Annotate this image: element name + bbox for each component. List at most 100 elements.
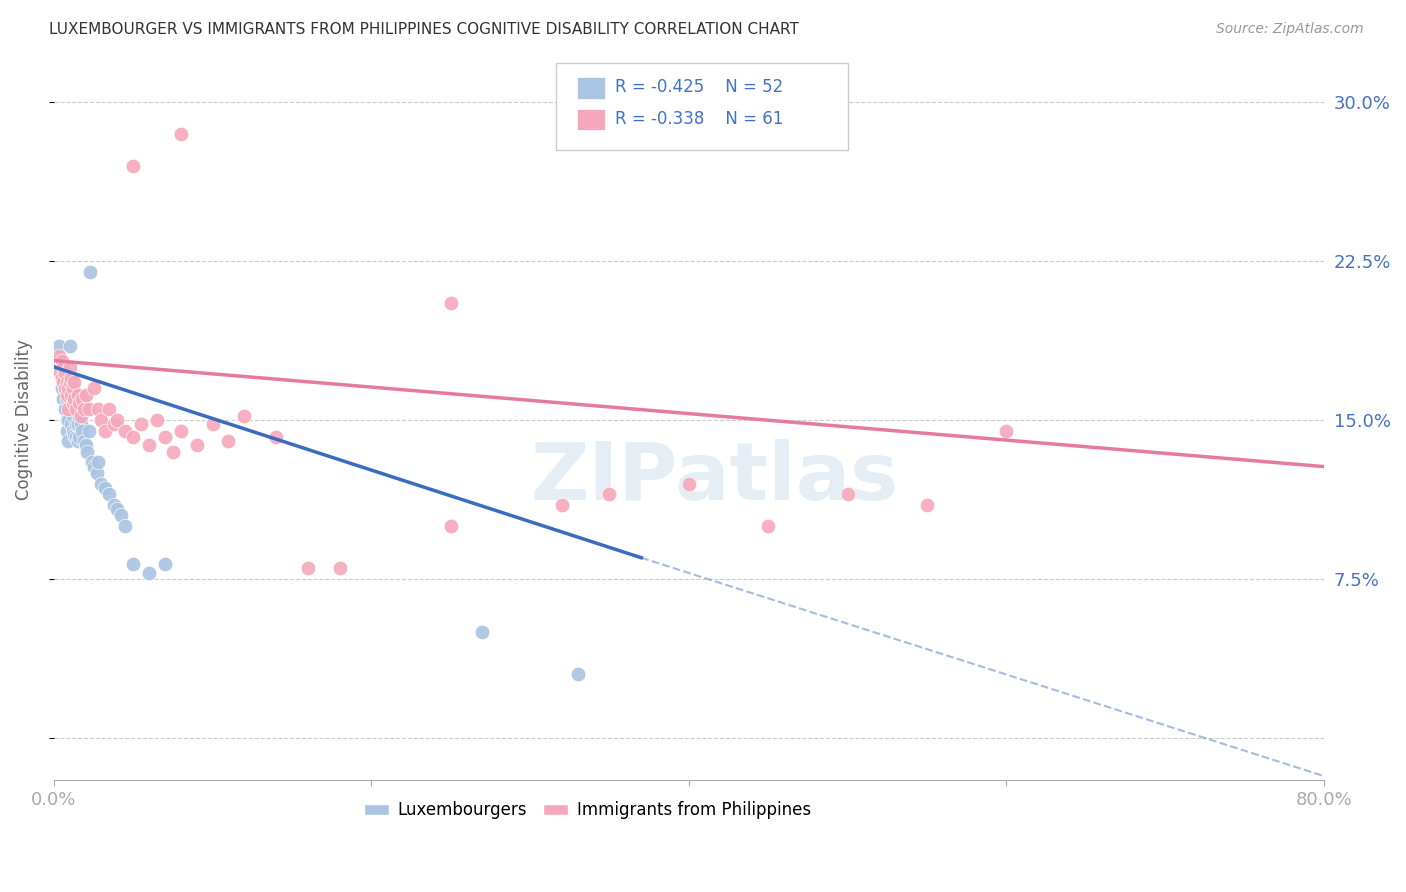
Point — [93, 424, 115, 438]
Point — [65, 417, 87, 432]
Point — [69, 409, 91, 423]
Point — [114, 519, 136, 533]
Point — [60, 370, 83, 384]
Point — [83, 381, 105, 395]
Point — [551, 498, 574, 512]
Point — [53, 402, 76, 417]
Point — [103, 417, 125, 432]
Point — [76, 444, 98, 458]
Point — [98, 402, 121, 417]
FancyBboxPatch shape — [576, 77, 605, 98]
FancyBboxPatch shape — [555, 63, 848, 150]
Point — [122, 557, 145, 571]
Point — [56, 381, 79, 395]
Point — [105, 413, 128, 427]
Point — [86, 466, 108, 480]
Text: ZIPatlas: ZIPatlas — [530, 439, 898, 516]
Point — [52, 359, 75, 374]
Point — [75, 438, 97, 452]
Point — [51, 353, 73, 368]
Point — [138, 438, 160, 452]
Point — [59, 359, 82, 374]
Point — [69, 417, 91, 432]
Point — [77, 424, 100, 438]
Point — [153, 430, 176, 444]
Point — [48, 339, 70, 353]
Point — [153, 557, 176, 571]
Point — [48, 350, 70, 364]
Point — [67, 409, 90, 423]
Point — [52, 392, 75, 406]
FancyBboxPatch shape — [576, 109, 605, 130]
Point — [79, 264, 101, 278]
Point — [65, 402, 87, 417]
Point — [138, 566, 160, 580]
Point — [67, 396, 90, 410]
Point — [60, 417, 83, 432]
Point — [63, 402, 86, 417]
Point — [93, 481, 115, 495]
Point — [440, 519, 463, 533]
Point — [110, 508, 132, 523]
Point — [915, 498, 938, 512]
Point — [186, 438, 208, 452]
Point — [67, 430, 90, 444]
Point — [80, 455, 103, 469]
Point — [995, 424, 1018, 438]
Legend: Luxembourgers, Immigrants from Philippines: Luxembourgers, Immigrants from Philippin… — [357, 795, 817, 826]
Point — [567, 667, 589, 681]
Point — [471, 624, 494, 639]
Point — [73, 402, 96, 417]
Point — [55, 375, 77, 389]
Point — [90, 413, 112, 427]
Point — [59, 375, 82, 389]
Point — [72, 392, 94, 406]
Point — [75, 387, 97, 401]
Point — [52, 375, 75, 389]
Point — [56, 434, 79, 449]
Point — [66, 387, 89, 401]
Point — [62, 409, 84, 423]
Point — [837, 487, 859, 501]
Point — [51, 370, 73, 384]
Point — [55, 424, 77, 438]
Point — [65, 430, 87, 444]
Point — [66, 434, 89, 449]
Point — [756, 519, 779, 533]
Point — [329, 561, 352, 575]
Point — [59, 370, 82, 384]
Point — [162, 444, 184, 458]
Point — [49, 359, 72, 374]
Point — [66, 417, 89, 432]
Point — [87, 402, 110, 417]
Point — [60, 402, 83, 417]
Point — [264, 430, 287, 444]
Point — [598, 487, 620, 501]
Point — [60, 387, 83, 401]
Point — [678, 476, 700, 491]
Point — [73, 434, 96, 449]
Point — [56, 402, 79, 417]
Point — [170, 424, 193, 438]
Point — [105, 502, 128, 516]
Point — [98, 487, 121, 501]
Point — [146, 413, 169, 427]
Point — [62, 381, 84, 395]
Point — [63, 375, 86, 389]
Point — [62, 396, 84, 410]
Point — [49, 367, 72, 381]
Point — [53, 402, 76, 417]
Point — [59, 339, 82, 353]
Point — [129, 417, 152, 432]
Point — [63, 392, 86, 406]
Y-axis label: Cognitive Disability: Cognitive Disability — [15, 340, 32, 500]
Point — [53, 381, 76, 395]
Point — [87, 455, 110, 469]
Point — [62, 424, 84, 438]
Point — [201, 417, 224, 432]
Point — [53, 367, 76, 381]
Point — [51, 370, 73, 384]
Point — [55, 392, 77, 406]
Text: LUXEMBOURGER VS IMMIGRANTS FROM PHILIPPINES COGNITIVE DISABILITY CORRELATION CHA: LUXEMBOURGER VS IMMIGRANTS FROM PHILIPPI… — [49, 22, 799, 37]
Point — [56, 413, 79, 427]
